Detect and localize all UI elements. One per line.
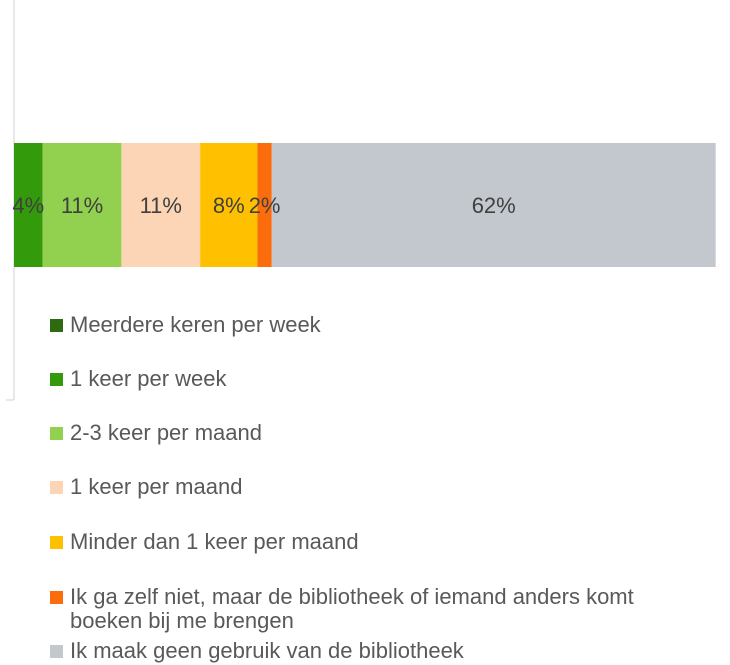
legend-swatch [50, 591, 63, 604]
bar-segment [257, 143, 272, 267]
legend-item: Ik maak geen gebruik van de bibliotheek [50, 639, 710, 663]
legend-item: Ik ga zelf niet, maar de bibliotheek of … [50, 585, 710, 633]
legend-swatch [50, 481, 63, 494]
bar-segment [271, 143, 716, 267]
bar-segment [200, 143, 258, 267]
legend-label: Ik ga zelf niet, maar de bibliotheek of … [70, 584, 634, 633]
bar-segment [121, 143, 201, 267]
legend-label: 1 keer per week [70, 366, 227, 391]
legend-item: 1 keer per maand [50, 475, 710, 499]
data-label: 11% [140, 193, 182, 218]
bar-segment [14, 143, 43, 267]
data-label: 2% [249, 193, 281, 218]
legend-label: Minder dan 1 keer per maand [70, 529, 359, 554]
legend-swatch [50, 645, 63, 658]
legend-swatch [50, 427, 63, 440]
data-label: 62% [472, 193, 516, 218]
data-label: 4% [12, 193, 44, 218]
legend-item: 2-3 keer per maand [50, 421, 710, 445]
legend-swatch [50, 536, 63, 549]
legend-item: Meerdere keren per week [50, 313, 710, 337]
legend-label: Ik maak geen gebruik van de bibliotheek [70, 638, 464, 663]
legend-label: 2-3 keer per maand [70, 420, 262, 445]
legend-item: 1 keer per week [50, 367, 710, 391]
legend-swatch [50, 319, 63, 332]
data-label: 11% [61, 193, 103, 218]
legend-label: Meerdere keren per week [70, 312, 321, 337]
data-label: 8% [213, 193, 245, 218]
legend-swatch [50, 373, 63, 386]
legend-label: 1 keer per maand [70, 474, 243, 499]
legend-item: Minder dan 1 keer per maand [50, 530, 710, 554]
bar-segment [42, 143, 122, 267]
